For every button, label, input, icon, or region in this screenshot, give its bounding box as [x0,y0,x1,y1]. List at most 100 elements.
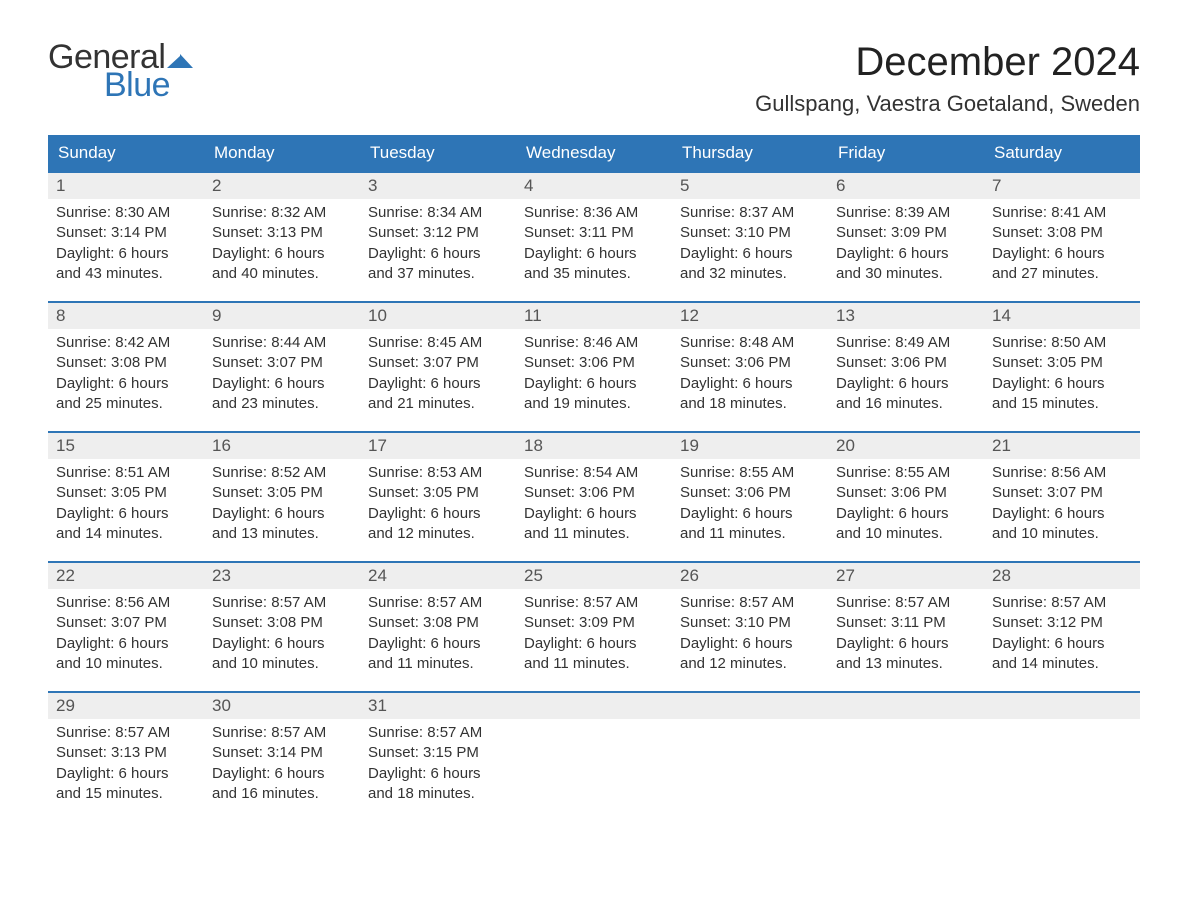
day-cell: 19Sunrise: 8:55 AMSunset: 3:06 PMDayligh… [672,432,828,562]
week-row: 22 Sunrise: 8:56 AMSunset: 3:07 PM Dayligh… [48,562,1140,692]
empty-day-number [984,693,1140,719]
day-details: Sunrise: 8:42 AMSunset: 3:08 PMDaylight:… [48,329,204,422]
day-details: Sunrise: 8:53 AMSunset: 3:05 PMDaylight:… [360,459,516,552]
daylight1-text: Daylight: 6 hours [368,764,508,784]
sunset-text: Sunset: 3:06 PM [524,483,664,503]
daylight2-text: and 14 minutes. [992,654,1132,674]
sunrise-text: Sunrise: 8:57 AM [836,593,976,613]
sunset-text: Sunset: 3:11 PM [524,223,664,243]
day-cell: 3Sunrise: 8:34 AMSunset: 3:12 PMDaylight… [360,172,516,302]
logo-flag-icon [167,48,193,68]
daylight1-text: Daylight: 6 hours [836,244,976,264]
sunset-text: Sunset: 3:05 PM [992,353,1132,373]
day-cell: 5Sunrise: 8:37 AMSunset: 3:10 PMDaylight… [672,172,828,302]
day-number: 28 [984,563,1140,589]
sunrise-text: Sunrise: 8:41 AM [992,203,1132,223]
daylight2-text: and 23 minutes. [212,394,352,414]
sunset-text: Sunset: 3:07 PM [212,353,352,373]
empty-day-details [516,719,672,799]
sunrise-text: Sunrise: 8:44 AM [212,333,352,353]
daylight1-text: Daylight: 6 hours [836,634,976,654]
day-cell: 16Sunrise: 8:52 AMSunset: 3:05 PMDayligh… [204,432,360,562]
day-cell: 4Sunrise: 8:36 AMSunset: 3:11 PMDaylight… [516,172,672,302]
day-details: Sunrise: 8:46 AMSunset: 3:06 PMDaylight:… [516,329,672,422]
sunrise-text: Sunrise: 8:57 AM [524,593,664,613]
day-number: 15 [48,433,204,459]
sunset-text: Sunset: 3:07 PM [992,483,1132,503]
sunrise-text: Sunrise: 8:30 AM [56,203,196,223]
daylight1-text: Daylight: 6 hours [368,244,508,264]
week-row: 29Sunrise: 8:57 AMSunset: 3:13 PMDayligh… [48,692,1140,822]
day-details: Sunrise: 8:57 AMSunset: 3:15 PMDaylight:… [360,719,516,812]
daylight2-text: and 12 minutes. [680,654,820,674]
sunset-text: Sunset: 3:06 PM [836,483,976,503]
sunrise-text: Sunrise: 8:56 AM [56,593,196,613]
sunset-text: Sunset: 3:07 PM [56,613,196,633]
sunrise-text: Sunrise: 8:34 AM [368,203,508,223]
sunrise-text: Sunrise: 8:56 AM [992,463,1132,483]
daylight1-text: Daylight: 6 hours [212,634,352,654]
sunrise-text: Sunrise: 8:50 AM [992,333,1132,353]
sunset-text: Sunset: 3:13 PM [56,743,196,763]
day-number: 7 [984,173,1140,199]
day-number: 22 [48,563,204,589]
title-block: December 2024 Gullspang, Vaestra Goetala… [755,40,1140,117]
sunrise-text: Sunrise: 8:57 AM [680,593,820,613]
day-cell: 21Sunrise: 8:56 AMSunset: 3:07 PMDayligh… [984,432,1140,562]
day-details: Sunrise: 8:55 AMSunset: 3:06 PMDaylight:… [672,459,828,552]
daylight1-text: Daylight: 6 hours [212,244,352,264]
day-details: Sunrise: 8:57 AMSunset: 3:10 PMDaylight:… [672,589,828,682]
daylight2-text: and 16 minutes. [212,784,352,804]
calendar-head: Sunday Monday Tuesday Wednesday Thursday… [48,135,1140,172]
week-row: 1Sunrise: 8:30 AMSunset: 3:14 PMDaylight… [48,172,1140,302]
day-details: Sunrise: 8:32 AMSunset: 3:13 PMDaylight:… [204,199,360,292]
day-details: Sunrise: 8:57 AMSunset: 3:11 PMDaylight:… [828,589,984,682]
daylight1-text: Daylight: 6 hours [212,374,352,394]
day-cell [672,692,828,822]
header: General Blue December 2024 Gullspang, Va… [48,40,1140,117]
day-number: 11 [516,303,672,329]
sunrise-text: Sunrise: 8:45 AM [368,333,508,353]
sunrise-text: Sunrise: 8:57 AM [992,593,1132,613]
day-details: Sunrise: 8:49 AMSunset: 3:06 PMDaylight:… [828,329,984,422]
daylight2-text: and 18 minutes. [368,784,508,804]
day-details: Sunrise: 8:48 AMSunset: 3:06 PMDaylight:… [672,329,828,422]
day-cell: 23Sunrise: 8:57 AMSunset: 3:08 PMDayligh… [204,562,360,692]
day-number: 8 [48,303,204,329]
day-cell: 10Sunrise: 8:45 AMSunset: 3:07 PMDayligh… [360,302,516,432]
daylight2-text: and 10 minutes. [992,524,1132,544]
day-details: Sunrise: 8:30 AMSunset: 3:14 PMDaylight:… [48,199,204,292]
daylight1-text: Daylight: 6 hours [368,504,508,524]
month-title: December 2024 [755,40,1140,85]
daylight1-text: Daylight: 6 hours [680,374,820,394]
location-text: Gullspang, Vaestra Goetaland, Sweden [755,91,1140,117]
sunset-text: Sunset: 3:14 PM [212,743,352,763]
sunset-text: Sunset: 3:08 PM [56,353,196,373]
sunrise-text: Sunrise: 8:55 AM [836,463,976,483]
daylight1-text: Daylight: 6 hours [524,634,664,654]
day-number: 31 [360,693,516,719]
day-number: 27 [828,563,984,589]
daylight1-text: Daylight: 6 hours [524,504,664,524]
daylight1-text: Daylight: 6 hours [680,504,820,524]
day-details: Sunrise: 8:57 AMSunset: 3:08 PMDaylight:… [360,589,516,682]
daylight1-text: Daylight: 6 hours [56,504,196,524]
sunset-text: Sunset: 3:09 PM [524,613,664,633]
sunset-text: Sunset: 3:12 PM [368,223,508,243]
sunset-text: Sunset: 3:08 PM [992,223,1132,243]
day-cell: 6Sunrise: 8:39 AMSunset: 3:09 PMDaylight… [828,172,984,302]
week-row: 15Sunrise: 8:51 AMSunset: 3:05 PMDayligh… [48,432,1140,562]
day-number: 18 [516,433,672,459]
weekday-header: Wednesday [516,135,672,172]
day-details: Sunrise: 8:57 AMSunset: 3:09 PMDaylight:… [516,589,672,682]
sunrise-text: Sunrise: 8:52 AM [212,463,352,483]
day-details: Sunrise: 8:57 AMSunset: 3:12 PMDaylight:… [984,589,1140,682]
day-cell: 30Sunrise: 8:57 AMSunset: 3:14 PMDayligh… [204,692,360,822]
logo: General Blue [48,40,193,102]
sunset-text: Sunset: 3:12 PM [992,613,1132,633]
day-cell [516,692,672,822]
daylight1-text: Daylight: 6 hours [836,374,976,394]
week-row: 8Sunrise: 8:42 AMSunset: 3:08 PMDaylight… [48,302,1140,432]
sunset-text: Sunset: 3:08 PM [212,613,352,633]
day-number: 2 [204,173,360,199]
